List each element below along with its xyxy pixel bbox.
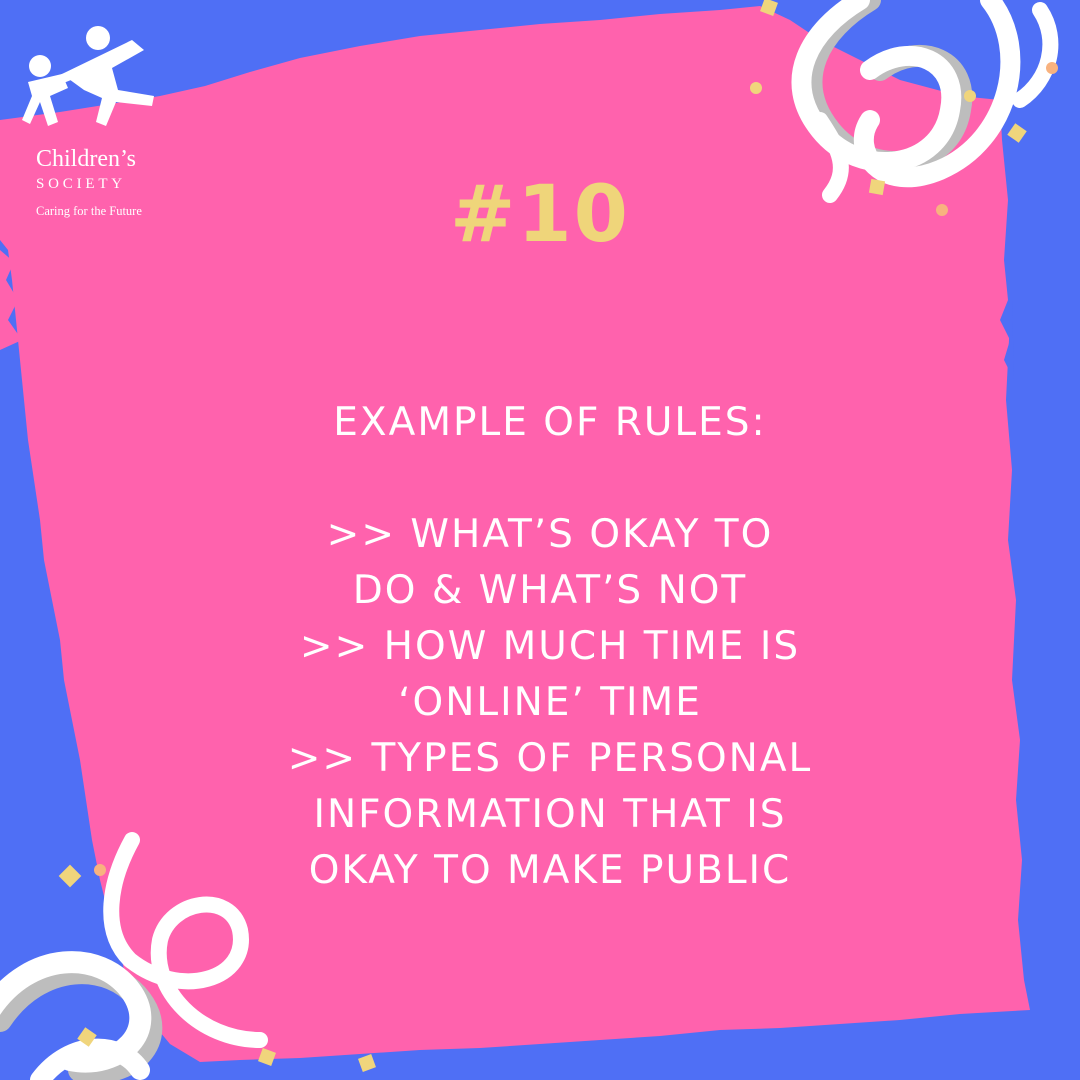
logo-wordmark-line1: Children’s	[36, 146, 136, 172]
rule-line: >> WHAT’S OKAY TO	[326, 512, 774, 557]
rule-line: DO & WHAT’S NOT	[352, 568, 748, 613]
confetti	[58, 0, 1058, 1072]
rule-line: >> TYPES OF PERSONAL	[287, 736, 813, 781]
rule-line: ‘ONLINE’ TIME	[398, 680, 702, 725]
confetti-piece	[94, 864, 106, 876]
confetti-piece	[358, 1054, 376, 1072]
confetti-piece	[936, 204, 948, 216]
confetti-piece	[1007, 123, 1027, 143]
poster-heading: #10	[450, 170, 630, 260]
confetti-piece	[868, 178, 886, 196]
rule-line: INFORMATION THAT IS	[313, 792, 787, 837]
childrens-society-logo: Children’s SOCIETY Caring for the Future	[22, 26, 182, 226]
confetti-piece	[750, 82, 762, 94]
confetti-piece	[964, 90, 976, 102]
streamer-top-right	[791, 0, 1059, 203]
confetti-piece	[760, 0, 778, 16]
confetti-piece	[77, 1027, 97, 1047]
confetti-piece	[258, 1048, 276, 1066]
pink-panel	[0, 6, 1030, 1062]
streamer-bottom-left	[0, 832, 268, 1080]
logo-tagline: Caring for the Future	[36, 204, 142, 218]
rule-line: >> HOW MUCH TIME IS	[299, 624, 801, 669]
confetti-piece	[1046, 62, 1058, 74]
logo-wordmark-line2: SOCIETY	[36, 176, 126, 192]
children-holding-hands-icon	[22, 26, 154, 126]
panel-edge-texture	[1000, 300, 1014, 380]
rules-subheading: EXAMPLE OF RULES:	[333, 400, 767, 445]
rule-line: OKAY TO MAKE PUBLIC	[308, 848, 792, 893]
panel-edge-texture	[0, 250, 22, 350]
